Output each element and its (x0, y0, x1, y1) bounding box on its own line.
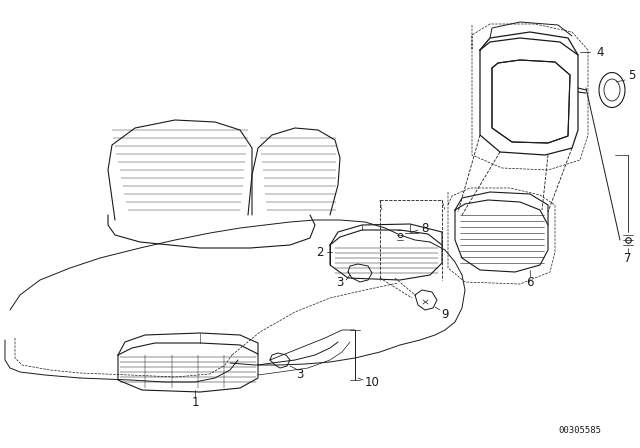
Ellipse shape (604, 79, 620, 101)
Ellipse shape (599, 73, 625, 108)
Text: 3: 3 (296, 369, 304, 382)
Text: 00305585: 00305585 (559, 426, 602, 435)
Text: 7: 7 (624, 251, 632, 264)
Polygon shape (492, 60, 570, 143)
Text: 5: 5 (628, 69, 636, 82)
Text: 4: 4 (596, 46, 604, 59)
Text: 6: 6 (526, 276, 534, 289)
Text: 1: 1 (191, 396, 199, 409)
Text: 3: 3 (336, 276, 344, 289)
Text: 9: 9 (441, 309, 449, 322)
Text: 10: 10 (365, 376, 380, 389)
Text: 2: 2 (316, 246, 324, 258)
Text: 8: 8 (421, 221, 429, 234)
